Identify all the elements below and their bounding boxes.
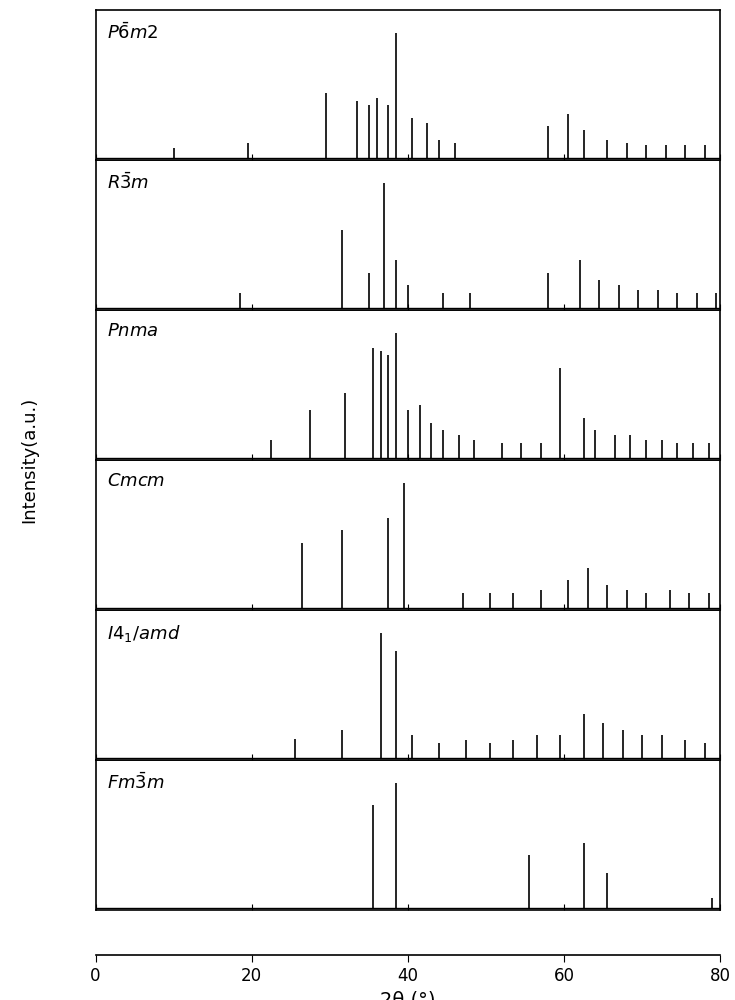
Text: $Pnma$: $Pnma$: [107, 322, 159, 340]
Text: $Fm\bar{3}m$: $Fm\bar{3}m$: [107, 772, 165, 793]
X-axis label: 2θ (°): 2θ (°): [380, 990, 436, 1000]
Text: $I4_1/amd$: $I4_1/amd$: [107, 622, 181, 644]
Text: Intensity(a.u.): Intensity(a.u.): [21, 397, 38, 523]
Text: $R\bar{3}m$: $R\bar{3}m$: [107, 172, 149, 193]
Text: $P\bar{6}m2$: $P\bar{6}m2$: [107, 22, 159, 43]
Text: $Cmcm$: $Cmcm$: [107, 473, 165, 490]
